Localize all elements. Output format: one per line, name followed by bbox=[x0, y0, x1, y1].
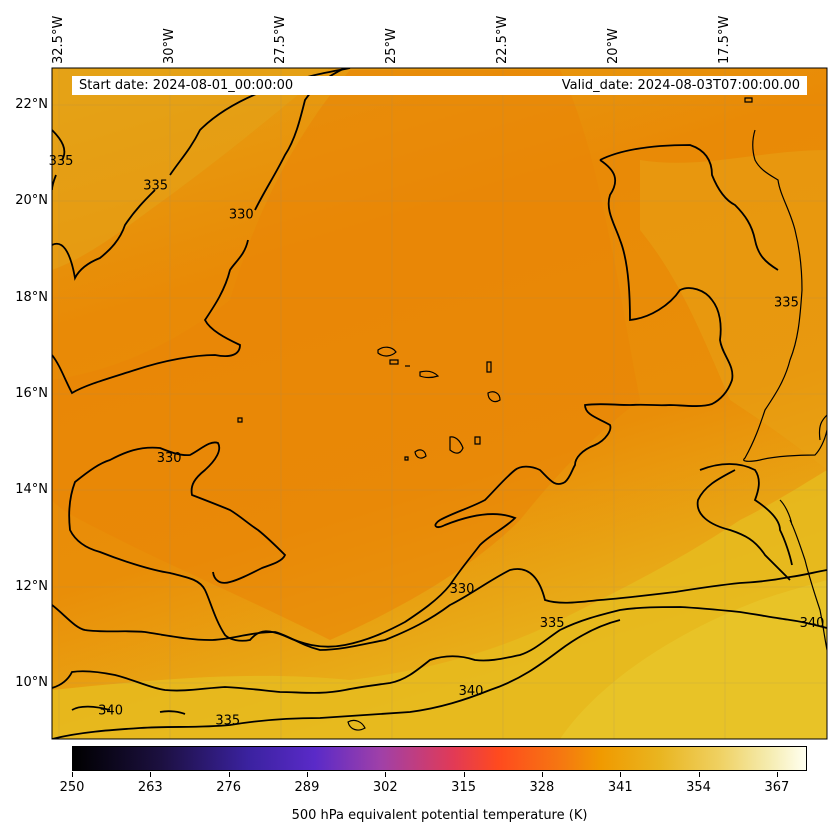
lat-label: 20°N bbox=[15, 193, 48, 208]
lon-label: 25°W bbox=[384, 28, 399, 64]
colorbar-tick-label: 328 bbox=[529, 780, 555, 795]
lon-label: 22.5°W bbox=[495, 15, 510, 64]
lon-label: 32.5°W bbox=[51, 15, 66, 64]
map-field bbox=[52, 68, 827, 739]
contour-lines bbox=[52, 68, 827, 739]
start-date: Start date: 2024-08-01_00:00:00 bbox=[79, 78, 294, 93]
coast-islet-north bbox=[744, 97, 753, 103]
colorbar-tick-label: 250 bbox=[59, 780, 85, 795]
contour-label: 335 bbox=[540, 616, 565, 631]
lon-label: 30°W bbox=[162, 28, 177, 64]
colorbar-tick bbox=[463, 772, 465, 777]
date-banner: Start date: 2024-08-01_00:00:00 Valid_da… bbox=[72, 76, 807, 95]
sao-vicente-island bbox=[389, 359, 399, 365]
contour-label: 330 bbox=[450, 582, 475, 597]
sao-nicolau-island bbox=[419, 370, 440, 379]
colorbar-tick bbox=[541, 772, 543, 777]
fogo-island bbox=[414, 449, 427, 459]
colorbar-tick-label: 302 bbox=[372, 780, 398, 795]
colorbar-tick-label: 276 bbox=[216, 780, 242, 795]
gridlines bbox=[52, 68, 827, 739]
contour-335-ne-upper bbox=[599, 144, 779, 271]
contour-label: 330 bbox=[157, 451, 182, 466]
santo-antao-island bbox=[377, 346, 397, 357]
colorbar-tick bbox=[150, 772, 152, 777]
lon-label: 20°W bbox=[606, 28, 621, 64]
contour-label: 340 bbox=[800, 616, 825, 631]
contour-label: 340 bbox=[459, 684, 484, 699]
brava-island bbox=[404, 456, 409, 461]
lat-label: 22°N bbox=[15, 97, 48, 112]
lat-label: 16°N bbox=[15, 386, 48, 401]
colorbar-tick-label: 315 bbox=[451, 780, 476, 795]
lon-label: 17.5°W bbox=[717, 15, 732, 64]
boa-vista-island bbox=[487, 391, 501, 403]
yellow-southeast-region bbox=[560, 580, 827, 739]
contour-label: 340 bbox=[98, 704, 123, 719]
lat-label: 12°N bbox=[15, 579, 48, 594]
nw-light-region bbox=[52, 68, 330, 270]
contour-label: 330 bbox=[229, 208, 254, 223]
lat-label: 18°N bbox=[15, 290, 48, 305]
valid-date: Valid_date: 2024-08-03T07:00:00.00 bbox=[561, 78, 800, 93]
contour-label: 335 bbox=[215, 713, 240, 728]
contour-340-south bbox=[52, 606, 827, 694]
colorbar-tick-label: 289 bbox=[294, 780, 320, 795]
contour-east-coast bbox=[699, 463, 793, 566]
contour-335-south bbox=[52, 568, 827, 651]
contour-label: 335 bbox=[143, 179, 168, 194]
colorbar-label: 500 hPa equivalent potential temperature… bbox=[291, 808, 588, 823]
contour-340-fragment bbox=[71, 705, 186, 715]
maio-island bbox=[474, 436, 481, 445]
ne-light-region bbox=[640, 150, 827, 470]
contour-labels: 335 335 330 335 330 330 335 340 340 335 340 bbox=[49, 154, 825, 728]
contour-label: 335 bbox=[49, 154, 74, 169]
colorbar-tick bbox=[776, 772, 778, 777]
colorbar-tick-label: 263 bbox=[137, 780, 163, 795]
contour-335-northwest bbox=[52, 68, 351, 281]
islet-south bbox=[347, 719, 366, 731]
contour-340-far-south bbox=[52, 619, 621, 739]
lat-label: 14°N bbox=[15, 482, 48, 497]
map-frame bbox=[51, 67, 828, 740]
african-coastline-south bbox=[779, 414, 827, 651]
contour-330-central bbox=[68, 159, 734, 648]
colorbar-tick-label: 354 bbox=[686, 780, 711, 795]
coastlines bbox=[237, 97, 827, 731]
african-coastline bbox=[743, 129, 827, 462]
colorbar-tick-label: 367 bbox=[764, 780, 790, 795]
contour-label: 335 bbox=[774, 295, 799, 310]
colorbar-tick-label: 341 bbox=[607, 780, 633, 795]
colorbar-tick bbox=[72, 772, 73, 777]
contour-east-inner bbox=[696, 469, 791, 581]
colorbar-tick bbox=[620, 772, 622, 777]
small-island-west bbox=[237, 417, 243, 423]
lat-label: 10°N bbox=[15, 675, 48, 690]
colorbar-tick bbox=[228, 772, 230, 777]
lon-label: 27.5°W bbox=[273, 15, 288, 64]
sal-island bbox=[486, 361, 492, 373]
santiago-island bbox=[449, 436, 464, 454]
colorbar-tick bbox=[385, 772, 387, 777]
colorbar-tick bbox=[698, 772, 700, 777]
colorbar-tick bbox=[306, 772, 308, 777]
colorbar bbox=[72, 746, 807, 771]
